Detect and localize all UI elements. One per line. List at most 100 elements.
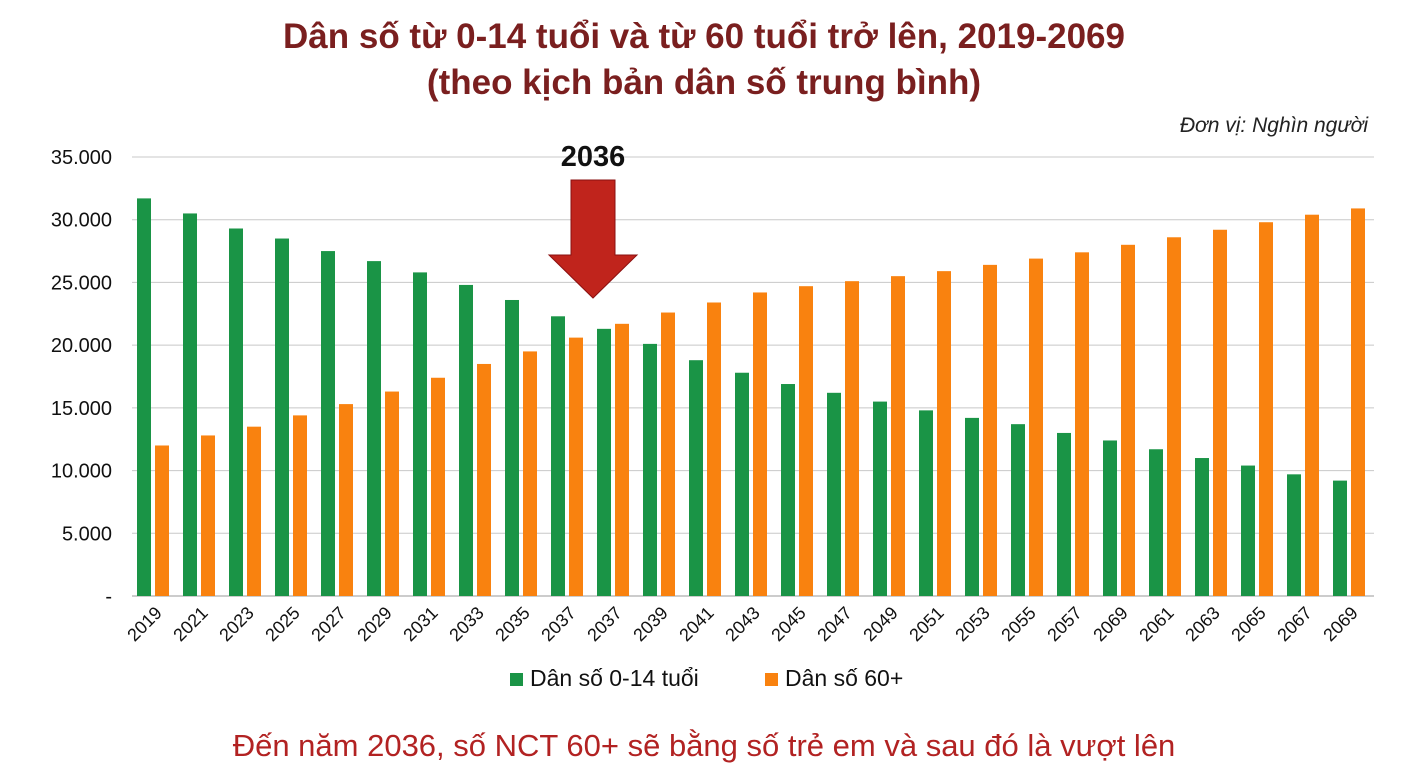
chart-title: Dân số từ 0-14 tuổi và từ 60 tuổi trở lê… [283, 17, 1125, 56]
x-tick-label: 2067 [1273, 603, 1315, 645]
unit-label: Đơn vị: Nghìn người [1179, 114, 1368, 137]
bar-elderly [1305, 214, 1319, 596]
bar-elderly [983, 264, 997, 596]
x-tick-label: 2043 [721, 603, 763, 645]
y-tick-label: 10.000 [51, 461, 112, 483]
legend-label: Dân số 0-14 tuổi [530, 665, 699, 691]
legend-swatch [765, 673, 778, 686]
x-tick-label: 2027 [307, 603, 349, 645]
annotation-arrow-icon [547, 179, 639, 299]
bar-children [321, 251, 335, 597]
bar-elderly [707, 302, 721, 596]
x-tick-label: 2057 [1043, 603, 1085, 645]
footer-note: Đến năm 2036, số NCT 60+ sẽ bằng số trẻ … [232, 728, 1176, 763]
bar-elderly [293, 415, 307, 596]
bar-children [735, 372, 749, 596]
bar-children [1103, 440, 1117, 596]
bar-children [1241, 465, 1255, 596]
bar-children [367, 261, 381, 596]
bar-elderly [1213, 229, 1227, 596]
x-tick-label: 2065 [1227, 603, 1269, 645]
bar-elderly [1075, 252, 1089, 596]
x-tick-label: 2031 [399, 603, 441, 645]
x-tick-label: 2023 [215, 603, 257, 645]
bar-children [643, 343, 657, 596]
bar-elderly [201, 435, 215, 596]
x-tick-label: 2047 [813, 603, 855, 645]
y-tick-label: 35.000 [51, 147, 112, 169]
bar-elderly [385, 391, 399, 596]
y-tick-label: - [105, 586, 112, 608]
x-tick-label: 2063 [1181, 603, 1223, 645]
bar-elderly [1167, 237, 1181, 596]
bar-children [1195, 458, 1209, 596]
y-tick-label: 25.000 [51, 272, 112, 294]
bar-children [1287, 474, 1301, 596]
x-tick-label: 2039 [629, 603, 671, 645]
bar-elderly [1259, 222, 1273, 597]
x-tick-label: 2021 [169, 603, 211, 645]
bar-children [413, 272, 427, 596]
bar-elderly [937, 271, 951, 596]
bar-children [183, 213, 197, 596]
chart-subtitle: (theo kịch bản dân số trung bình) [426, 63, 982, 102]
bar-children [275, 238, 289, 596]
bar-elderly [155, 445, 169, 596]
bar-children [1333, 480, 1347, 596]
bar-elderly [339, 404, 353, 596]
bar-children [137, 198, 151, 597]
y-tick-label: 20.000 [51, 335, 112, 357]
bar-children [505, 299, 519, 596]
bar-children [1011, 424, 1025, 596]
x-tick-label: 2037 [537, 603, 579, 645]
bar-elderly [523, 351, 537, 596]
bar-elderly [799, 286, 813, 596]
x-tick-label: 2033 [445, 603, 487, 645]
x-tick-label: 2049 [859, 603, 901, 645]
x-tick-label: 2035 [491, 603, 533, 645]
bar-children [873, 401, 887, 596]
x-tick-label: 2053 [951, 603, 993, 645]
bar-children [551, 316, 565, 596]
bar-children [1149, 449, 1163, 596]
annotation-label: 2036 [561, 141, 626, 173]
bar-elderly [753, 292, 767, 596]
bar-children [229, 228, 243, 596]
bar-elderly [1029, 258, 1043, 596]
bar-children [1057, 432, 1071, 596]
bar-elderly [431, 377, 445, 596]
bar-children [781, 384, 795, 596]
x-tick-label: 2025 [261, 603, 303, 645]
bar-elderly [1351, 208, 1365, 596]
bar-elderly [569, 337, 583, 596]
bar-children [597, 328, 611, 596]
x-tick-label: 2069 [1319, 603, 1361, 645]
legend-swatch [510, 673, 523, 686]
legend-label: Dân số 60+ [785, 665, 903, 691]
bar-children [919, 410, 933, 596]
bar-children [459, 284, 473, 596]
bar-elderly [661, 312, 675, 596]
x-tick-label: 2037 [583, 603, 625, 645]
bar-elderly [615, 323, 629, 596]
bar-elderly [477, 363, 491, 596]
bar-elderly [891, 276, 905, 596]
bar-children [827, 392, 841, 596]
bar-elderly [1121, 244, 1135, 597]
bar-children [689, 360, 703, 596]
y-tick-label: 5.000 [62, 523, 112, 545]
bar-elderly [247, 426, 261, 596]
bar-elderly [845, 281, 859, 596]
x-tick-label: 2061 [1135, 603, 1177, 645]
bar-children [965, 417, 979, 596]
y-tick-label: 30.000 [51, 210, 112, 232]
x-tick-label: 2019 [123, 603, 165, 645]
x-tick-label: 2045 [767, 603, 809, 645]
y-tick-label: 15.000 [51, 398, 112, 420]
x-tick-label: 2069 [1089, 603, 1131, 645]
x-tick-label: 2051 [905, 603, 947, 645]
x-tick-label: 2055 [997, 603, 1039, 645]
x-tick-label: 2029 [353, 603, 395, 645]
x-tick-label: 2041 [675, 603, 717, 645]
